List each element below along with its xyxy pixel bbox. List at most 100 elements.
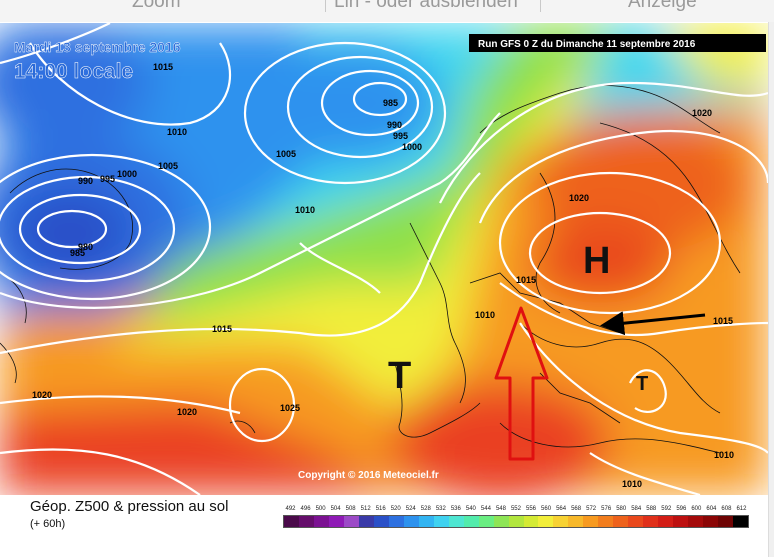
scale-color-swatch [403,516,419,527]
scale-tick-label: 560 [541,506,552,512]
scale-tick-label: 548 [495,506,506,512]
isobar-label: 990 [78,176,93,186]
toolbar-separator [540,0,541,12]
isobar-label: 1010 [295,205,315,215]
scale-color-swatch [313,516,329,527]
scale-color-swatch [538,516,554,527]
scale-tick-label: 504 [330,506,341,512]
scale-tick-label: 552 [510,506,521,512]
scale-tick-label: 568 [571,506,582,512]
isobar-label: 995 [100,174,115,184]
isobars [0,23,768,495]
isobar-label: 1020 [569,193,589,203]
scale-color-swatch [718,516,734,527]
color-scale-bar [283,515,749,528]
scale-tick-label: 572 [586,506,597,512]
color-scale-ticks: 492 496 500 504 508 512 516 520 524 528 532 536 540 5… [283,504,749,514]
scale-tick-label: 612 [736,506,747,512]
isobar-label: 1020 [32,390,52,400]
scale-tick-label: 584 [631,506,642,512]
scale-tick-label: 536 [450,506,461,512]
scale-tick-label: 564 [556,506,567,512]
isobar-label: 1015 [516,275,536,285]
scrollbar[interactable] [768,22,774,557]
scale-color-swatch [658,516,674,527]
isobar-label: 1000 [117,169,137,179]
legend-title: Géop. Z500 & pression au sol [30,498,229,515]
scale-color-swatch [733,516,749,527]
scale-color-swatch [673,516,689,527]
forecast-map: 1015 985 990 995 1000 1010 1005 990 995 … [0,23,768,495]
scale-color-swatch [643,516,659,527]
isobar-label: 1005 [158,161,178,171]
scale-tick-label: 492 [285,506,296,512]
run-label-box [469,34,766,52]
isobar-labels: 1015 985 990 995 1000 1010 1005 990 995 … [32,62,734,489]
legend-forecast-step: (+ 60h) [30,518,66,530]
isobar-label: 985 [383,98,398,108]
scale-tick-label: 608 [721,506,732,512]
copyright-text: Copyright © 2016 Meteociel.fr [298,470,439,481]
scale-tick-label: 576 [601,506,612,512]
scale-tick-label: 540 [465,506,476,512]
scale-color-swatch [284,516,299,527]
isobar-label: 1025 [280,403,300,413]
isobar-label: 1010 [714,450,734,460]
forecast-time: 14:00 locale [14,60,133,83]
map-legend: Géop. Z500 & pression au sol (+ 60h) 492… [0,495,768,557]
isobar-label: 1015 [713,316,733,326]
scale-color-swatch [628,516,644,527]
isobar-label: 985 [70,248,85,258]
scale-color-swatch [373,516,389,527]
scale-tick-label: 580 [616,506,627,512]
scale-color-swatch [688,516,704,527]
display-button[interactable]: Anzeige [628,0,697,12]
scale-tick-label: 596 [676,506,687,512]
trough-marker: T [636,373,648,395]
scale-color-swatch [358,516,374,527]
scale-tick-label: 520 [390,506,401,512]
scale-color-swatch [703,516,719,527]
high-pressure-marker: H [583,240,610,282]
toggle-visibility-button[interactable]: Lin - oder ausblenden [334,0,518,12]
scale-color-swatch [583,516,599,527]
forecast-map-canvas: 1015 985 990 995 1000 1010 1005 990 995 … [0,23,768,495]
isobar-label: 995 [393,131,408,141]
scale-color-swatch [523,516,539,527]
top-toolbar: Zoom Lin - oder ausblenden Anzeige [0,0,774,22]
scale-color-swatch [343,516,359,527]
scale-tick-label: 524 [405,506,416,512]
southerly-flow-arrow [494,306,549,461]
forecast-date: Mardi 13 septembre 2016 [14,39,181,55]
scale-tick-label: 512 [360,506,371,512]
scale-color-swatch [463,516,479,527]
scale-color-swatch [613,516,629,527]
scale-tick-label: 508 [345,506,356,512]
isobar-label: 1015 [153,62,173,72]
model-run-label: Run GFS 0 Z du Dimanche 11 septembre 201… [478,39,696,50]
flow-arrow [600,311,706,336]
scale-tick-label: 528 [420,506,431,512]
zoom-button[interactable]: Zoom [132,0,181,12]
scale-tick-label: 496 [300,506,311,512]
scale-color-swatch [328,516,344,527]
scale-color-swatch [418,516,434,527]
scale-tick-label: 604 [706,506,717,512]
scale-color-swatch [448,516,464,527]
scale-tick-label: 544 [480,506,491,512]
scale-tick-label: 556 [526,506,537,512]
scale-color-swatch [478,516,494,527]
scale-color-swatch [568,516,584,527]
isobar-label: 1000 [402,142,422,152]
scale-color-swatch [388,516,404,527]
scale-tick-label: 600 [691,506,702,512]
trough-marker: T [388,355,411,397]
scale-color-swatch [508,516,524,527]
scale-color-swatch [598,516,614,527]
scale-tick-label: 588 [646,506,657,512]
isobar-label: 1010 [167,127,187,137]
scale-color-swatch [493,516,509,527]
isobar-label: 1015 [212,324,232,334]
scale-tick-label: 532 [435,506,446,512]
